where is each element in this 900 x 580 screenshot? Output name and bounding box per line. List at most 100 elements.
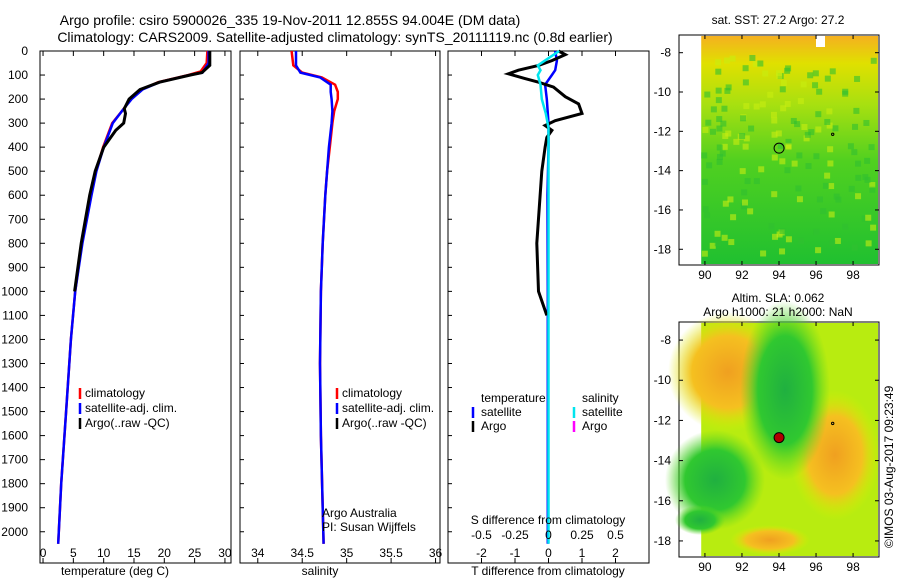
negative-anomaly-blob [665,430,765,530]
series-line-argo-raw-qc- [73,51,212,292]
legend-label: Argo(..raw -QC) [342,416,427,430]
sst-pixel [853,107,860,114]
sst-pixel [785,143,792,150]
x-tick-label: 35 [340,546,354,560]
sst-pixel [747,208,754,215]
sst-pixel [779,158,786,165]
sst-pixel [808,129,815,136]
y-tick-label: 600 [8,188,28,202]
sst-pixel [852,123,859,130]
missing-data-pixel [816,36,825,47]
sst-pixel [869,182,876,189]
lon-tick-label: 98 [846,268,860,282]
sst-pixel [870,224,877,231]
sst-pixel [727,196,734,203]
legend-title: temperature [481,391,546,405]
x-tick-label: -1 [510,546,521,560]
sst-pixel [813,153,820,160]
sst-pixel [832,125,839,132]
series-line-s-satellite [536,49,560,544]
y-tick-label: 0 [21,44,28,58]
sst-pixel [828,211,835,218]
sst-pixel [743,103,750,110]
y-tick-label: 1000 [1,284,28,298]
sst-pixel [742,65,749,72]
s-axis-label: S difference from climatology [471,513,626,527]
sst-pixel [833,193,840,200]
sst-pixel [801,124,808,131]
sst-pixel [770,111,777,118]
sst-pixel [797,98,804,105]
negative-anomaly-blob [675,505,725,535]
lat-tick-label: -18 [654,242,672,256]
sst-pixel [828,183,835,190]
x-tick-label: 35.5 [379,546,403,560]
sst-pixel [803,135,810,142]
plot-frame [39,50,232,564]
x-tick-label: 30 [218,546,232,560]
x-tick-label: 25 [188,546,202,560]
sst-pixel [714,230,721,237]
x-axis-label: T difference from climatology [471,564,625,578]
sst-pixel [842,223,849,230]
sst-map: sat. SST: 27.2 Argo: 27.2 90 92 94 96 98 -8 -10… [654,13,880,282]
sst-pixel [794,121,801,128]
sst-pixel [855,193,862,200]
sst-pixel [784,100,791,107]
lon-tick-label: 90 [698,268,712,282]
sst-pixel [709,242,716,249]
y-tick-label: 1700 [1,453,28,467]
sst-pixel [865,214,872,221]
sst-pixel [771,154,778,161]
sst-pixel [715,68,722,75]
sst-pixel [813,228,820,235]
x-tick-label: 2 [612,546,619,560]
legend-label: Argo(..raw -QC) [85,416,170,430]
sst-pixel [753,103,760,110]
annotation-line: PI: Susan Wijffels [322,520,416,534]
map-title: sat. SST: 27.2 Argo: 27.2 [712,13,845,27]
sst-pixel [869,186,876,193]
sst-pixel [733,138,740,145]
sst-pixel [784,67,791,74]
y-tick-label: 100 [8,68,28,82]
sst-pixel [728,239,735,246]
s-tick-label: -0.5 [471,528,492,542]
y-tick-label: 800 [8,236,28,250]
sst-pixel [870,57,877,64]
sst-pixel [702,206,709,213]
s-tick-label: 0 [545,528,552,542]
sst-pixel [702,126,709,133]
legend-label: satellite [582,405,623,419]
sst-pixel [791,160,798,167]
sst-pixel [716,116,723,123]
series-line-satellite-adj-clim- [294,51,334,544]
sst-pixel [723,57,730,64]
sst-pixel [715,59,722,66]
annotation-line: Argo Australia [322,506,397,520]
map-title: Argo h1000: 21 h2000: NaN [703,305,852,319]
y-tick-label: 1900 [1,501,28,515]
salinity-panel: 34 34.5 35 35.5 36 climatologysatellite-adj. … [239,50,443,578]
negative-anomaly-blob [740,300,830,480]
sst-pixel [706,162,713,169]
sst-pixel [753,178,760,185]
sst-pixel [827,146,834,153]
x-axis-label: salinity [302,564,339,578]
sst-pixel [826,108,833,115]
sst-pixel [779,228,786,235]
sst-pixel [861,215,868,222]
y-tick-label: 300 [8,116,28,130]
sst-pixel [798,237,805,244]
sst-pixel [865,240,872,247]
sst-pixel [815,126,822,133]
sst-pixel [855,174,862,181]
sst-pixel [759,101,766,108]
sst-pixel [824,172,831,179]
lat-tick-label: -16 [654,203,672,217]
lon-tick-label: 90 [698,560,712,574]
sst-pixel [820,208,827,215]
